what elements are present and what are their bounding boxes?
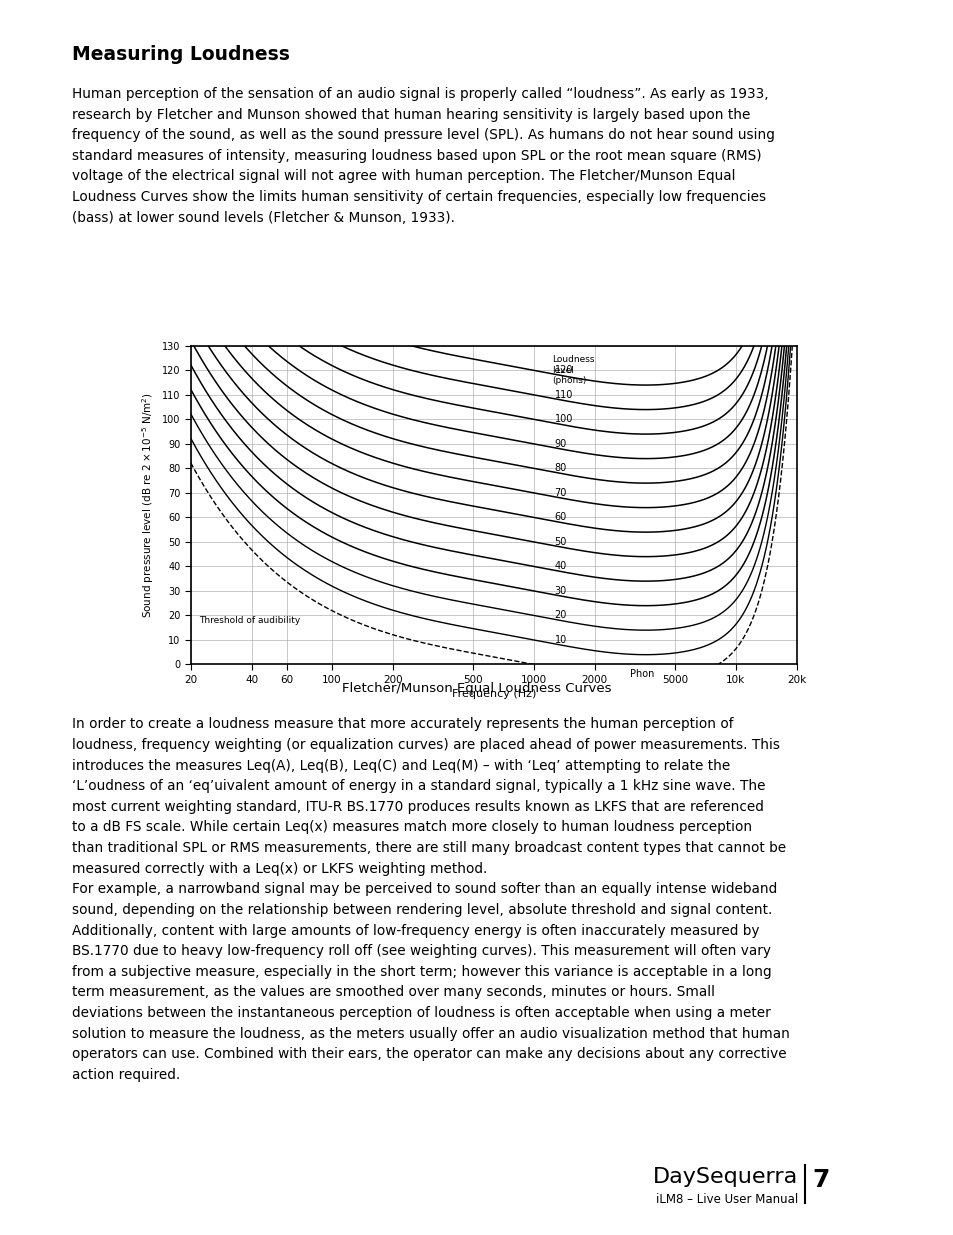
X-axis label: Frequency (Hz): Frequency (Hz) [451, 689, 536, 699]
Text: Loudness
level
(phons): Loudness level (phons) [552, 356, 594, 385]
Text: In order to create a loudness measure that more accurately represents the human : In order to create a loudness measure th… [71, 718, 785, 876]
Text: 110: 110 [554, 390, 572, 400]
Text: 100: 100 [554, 414, 572, 425]
Text: 7: 7 [811, 1168, 828, 1192]
Text: DaySequerra: DaySequerra [652, 1167, 797, 1187]
Text: 50: 50 [554, 537, 566, 547]
Text: iLM8 – Live User Manual: iLM8 – Live User Manual [655, 1193, 797, 1207]
Text: 70: 70 [554, 488, 566, 498]
Text: For example, a narrowband signal may be perceived to sound softer than an equall: For example, a narrowband signal may be … [71, 883, 789, 1082]
Text: 10: 10 [554, 635, 566, 645]
Text: Threshold of audibility: Threshold of audibility [199, 616, 300, 625]
Y-axis label: Sound pressure level (dB re $2 \times 10^{-5}$ N/m$^2$): Sound pressure level (dB re $2 \times 10… [140, 393, 156, 618]
Text: 20: 20 [554, 610, 566, 620]
Text: 30: 30 [554, 585, 566, 597]
Text: 90: 90 [554, 438, 566, 448]
Text: 40: 40 [554, 562, 566, 572]
Text: Human perception of the sensation of an audio signal is properly called “loudnes: Human perception of the sensation of an … [71, 86, 774, 225]
Text: 120: 120 [554, 366, 573, 375]
Text: Fletcher/Munson Equal Loudness Curves: Fletcher/Munson Equal Loudness Curves [342, 683, 611, 695]
Text: 80: 80 [554, 463, 566, 473]
Text: Phon: Phon [630, 669, 654, 679]
Text: Measuring Loudness: Measuring Loudness [71, 44, 290, 64]
Text: 60: 60 [554, 513, 566, 522]
